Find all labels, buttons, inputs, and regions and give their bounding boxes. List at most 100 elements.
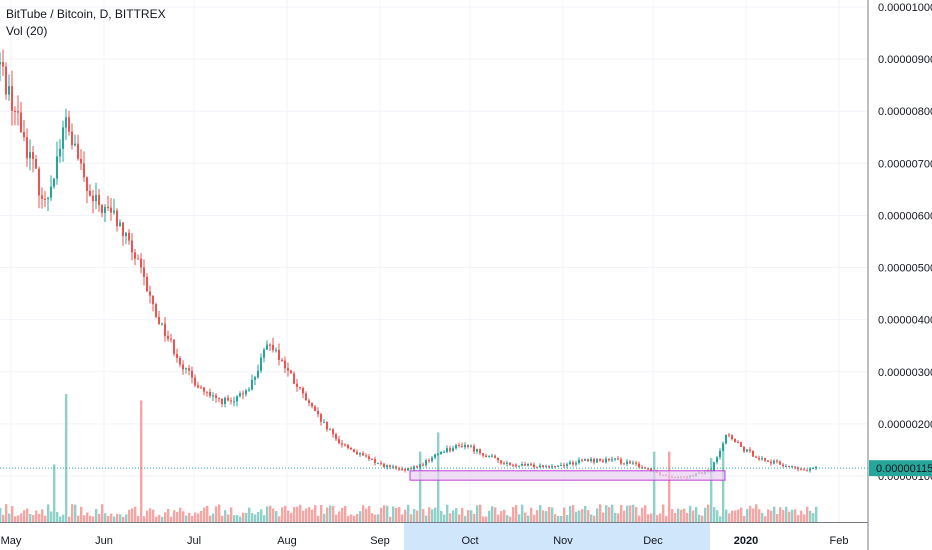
- volume-bar: [44, 515, 47, 522]
- candle-body: [749, 449, 751, 451]
- candle-body: [458, 444, 460, 446]
- volume-bar: [2, 514, 5, 522]
- x-axis[interactable]: May Jun Jul Aug Sep Oct Nov Dec 2020 Feb: [1, 535, 849, 547]
- volume-bar: [215, 506, 218, 522]
- volume-bar: [680, 509, 683, 522]
- volume-bar: [794, 509, 797, 522]
- candle-body: [575, 462, 577, 465]
- volume-bar: [41, 509, 44, 522]
- candle-body: [428, 460, 430, 462]
- candle-body: [755, 456, 757, 458]
- volume-bar: [188, 512, 191, 522]
- candle-body: [338, 439, 340, 444]
- volume-bar: [257, 511, 260, 522]
- volume-bar: [47, 504, 50, 522]
- candle-body: [197, 385, 199, 388]
- volume-bar: [335, 514, 338, 522]
- volume-bar: [407, 504, 410, 522]
- volume-bar: [644, 505, 647, 522]
- candle-body: [299, 386, 301, 388]
- volume-bar: [302, 510, 305, 522]
- volume-bar: [545, 511, 548, 522]
- candle-body: [320, 414, 322, 422]
- volume-bar: [146, 510, 149, 522]
- candle-body: [290, 370, 292, 374]
- candle-body: [212, 395, 214, 397]
- volume-bar: [482, 516, 485, 522]
- volume-bar: [563, 507, 566, 522]
- volume-bar: [206, 505, 209, 522]
- last-price-tag: 0.00000115: [869, 460, 932, 477]
- drawn-rectangle[interactable]: [409, 470, 726, 481]
- chart-title[interactable]: BitTube / Bitcoin, D, BITTREX: [6, 7, 166, 21]
- volume-bar: [764, 516, 767, 522]
- volume-bar: [656, 515, 659, 522]
- volume-bar: [467, 510, 470, 522]
- volume-bar: [692, 510, 695, 522]
- volume-bar: [620, 504, 623, 522]
- volume-bar: [182, 511, 185, 522]
- volume-bar: [254, 514, 257, 522]
- candle-body: [308, 400, 310, 403]
- candle-body: [743, 446, 745, 452]
- volume-bar: [674, 512, 677, 522]
- volume-bar: [0, 507, 2, 522]
- candle-body: [62, 127, 64, 149]
- candle-body: [557, 465, 559, 467]
- volume-bar: [137, 515, 140, 522]
- candle-body: [542, 465, 544, 468]
- x-tick-label: May: [1, 535, 22, 547]
- candle-body: [146, 276, 148, 292]
- volume-bar: [812, 513, 815, 522]
- candle-body: [125, 232, 127, 237]
- candle-body: [464, 444, 466, 448]
- candle-body: [47, 197, 49, 200]
- volume-bar: [707, 504, 710, 522]
- candle-body: [491, 455, 493, 457]
- candle-body: [440, 451, 442, 455]
- volume-bar: [56, 512, 59, 522]
- volume-bar: [548, 506, 551, 522]
- volume-bar: [149, 508, 152, 522]
- volume-bar: [293, 506, 296, 522]
- volume-bar: [101, 504, 104, 522]
- candle-body: [194, 377, 196, 386]
- volume-bar: [86, 512, 89, 522]
- candle-body: [728, 434, 730, 436]
- candle-body: [365, 455, 367, 457]
- volume-bar: [134, 506, 137, 522]
- x-tick-label: Feb: [830, 535, 849, 547]
- candle-body: [764, 458, 766, 461]
- volume-bar: [743, 516, 746, 522]
- volume-bar: [65, 394, 68, 522]
- volume-bar: [83, 515, 86, 522]
- candle-body: [296, 383, 298, 387]
- volume-bar: [659, 513, 662, 522]
- volume-indicator-label[interactable]: Vol (20): [6, 24, 48, 38]
- volume-bar: [122, 516, 125, 522]
- y-axis[interactable]: 0.00001000 0.00000900 0.00000800 0.00000700…: [878, 2, 932, 483]
- candle-body: [101, 205, 103, 214]
- volume-bar: [524, 512, 527, 522]
- candle-body: [470, 445, 472, 447]
- candle-body: [788, 466, 790, 468]
- volume-bar: [125, 514, 128, 522]
- volume-bar: [650, 513, 653, 522]
- candle-body: [455, 444, 457, 449]
- candle-body: [497, 457, 499, 461]
- volume-bar: [605, 505, 608, 522]
- candle-body: [716, 457, 718, 463]
- volume-bar: [314, 505, 317, 522]
- volume-bar: [5, 504, 8, 522]
- candle-body: [437, 454, 439, 456]
- candle-body: [488, 456, 490, 458]
- x-tick-label: Aug: [277, 535, 297, 547]
- volume-bar: [8, 513, 11, 522]
- volume-bar: [593, 515, 596, 522]
- volume-bar: [569, 505, 572, 522]
- volume-bar: [767, 509, 770, 522]
- volume-bar: [641, 507, 644, 522]
- volume-bar: [374, 514, 377, 522]
